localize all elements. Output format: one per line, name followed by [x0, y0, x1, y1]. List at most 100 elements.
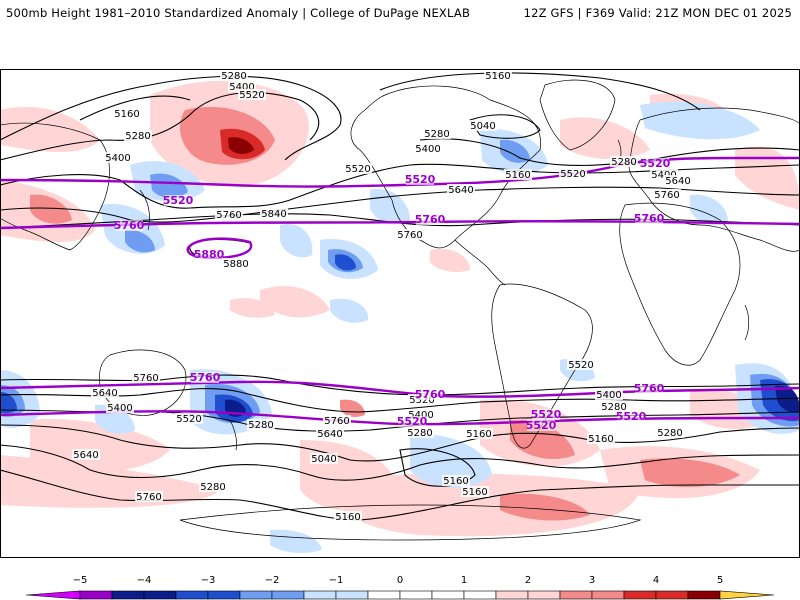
greenland-outline [539, 79, 616, 151]
contour-label-bg [617, 411, 645, 422]
contour-label-bg [407, 409, 435, 420]
legend-cell [207, 590, 241, 600]
contour-label-bg [635, 383, 663, 394]
north-america-outline [350, 85, 541, 249]
legend-cells [25, 590, 775, 600]
legend-cell [303, 590, 337, 600]
contour-label: 5520 [163, 194, 194, 207]
contour-label-bg [442, 475, 470, 486]
contour-label: 5840 [261, 209, 286, 220]
contour-label: 5520 [239, 90, 264, 101]
contour-label-bg [559, 168, 587, 179]
contour-label: 5760 [415, 388, 446, 401]
legend-tick-label: −4 [137, 575, 152, 586]
legend-cell [559, 590, 593, 600]
color-legend: −5 −4 −3 −2 −1 0 1 2 3 4 5 [25, 575, 775, 600]
contour-label: 5760 [114, 219, 145, 232]
contour-label: 5160 [466, 429, 491, 440]
contour-label: 5520 [345, 164, 370, 175]
contour-5040-nh [469, 114, 541, 139]
contour-label-bg [587, 433, 615, 444]
contour-label-bg [106, 402, 134, 413]
contour-label: 5160 [505, 170, 530, 181]
contour-label: 5520 [640, 157, 671, 170]
legend-tick-label: 3 [589, 575, 595, 586]
contour-label-bg [124, 130, 152, 141]
south-america-outline [491, 283, 593, 449]
contour-label: 5400 [408, 410, 433, 421]
legend-cell [463, 590, 497, 600]
contour-label-bg [600, 401, 628, 412]
contour-label-bg [641, 158, 669, 169]
contour-label-bg [220, 70, 248, 81]
map-title: 500mb Height 1981–2010 Standardized Anom… [6, 6, 471, 20]
contour-label: 5400 [415, 144, 440, 155]
contour-label: 5280 [601, 402, 626, 413]
contour-label-bg [199, 481, 227, 492]
contour-label-bg [406, 427, 434, 438]
contour-label-bg [664, 175, 692, 186]
contour-label-bg [195, 249, 223, 260]
legend-tick-label: −5 [73, 575, 88, 586]
model-run-info: 12Z GFS | F369 Valid: 21Z MON DEC 01 202… [523, 6, 792, 20]
legend-tick-label: −3 [201, 575, 216, 586]
contour-label-bg [396, 229, 424, 240]
contour-label-bg [653, 189, 681, 200]
legend-cell [175, 590, 209, 600]
legend-cell [367, 590, 401, 600]
contour-label: 5040 [470, 121, 495, 132]
contour-label: 5520 [531, 408, 562, 421]
contour-label: 5160 [588, 434, 613, 445]
contour-label: 5520 [405, 173, 436, 186]
contour-label-bg [527, 420, 555, 431]
contour-5280-nh-west [0, 75, 342, 161]
legend-cell [79, 590, 113, 600]
contour-label-bg [469, 120, 497, 131]
contour-label: 5640 [665, 176, 690, 187]
contour-label: 5760 [136, 492, 161, 503]
contour-label: 5280 [221, 71, 246, 82]
contour-label-bg [260, 208, 288, 219]
contour-label-bg [406, 174, 434, 185]
contour-label-bg [238, 89, 266, 100]
legend-cell [431, 590, 465, 600]
legend-cell [623, 590, 657, 600]
contour-label-bg [113, 108, 141, 119]
contour-5040-sh [399, 448, 476, 487]
contour-label-bg [164, 195, 192, 206]
legend-cell [271, 590, 305, 600]
antarctica-outline [179, 504, 642, 541]
contour-label-bg [191, 372, 219, 383]
header: 500mb Height 1981–2010 Standardized Anom… [0, 0, 800, 24]
contour-label-bg [635, 213, 663, 224]
contour-label: 5760 [216, 210, 241, 221]
purple-5880-pacific [186, 237, 253, 260]
contour-label-bg [91, 387, 119, 398]
contour-label: 5400 [596, 390, 621, 401]
legend-ticks: −5 −4 −3 −2 −1 0 1 2 3 4 5 [73, 575, 724, 586]
contour-label: 5640 [317, 429, 342, 440]
contour-label: 5760 [415, 213, 446, 226]
legend-arrow-right [719, 590, 775, 600]
contour-label: 5160 [462, 487, 487, 498]
contour-label-bg [504, 169, 532, 180]
contour-label-bg [72, 449, 100, 460]
contour-label-bg [104, 152, 132, 163]
contour-label-bg [484, 70, 512, 81]
contour-label-bg [323, 415, 351, 426]
contour-label: 5280 [248, 420, 273, 431]
contour-label-bg [316, 428, 344, 439]
contour-label: 5520 [616, 410, 647, 423]
legend-cell [655, 590, 689, 600]
legend-tick-label: 5 [717, 575, 723, 586]
legend-cell [495, 590, 529, 600]
contour-label: 5400 [107, 403, 132, 414]
contour-label-bg [215, 209, 243, 220]
contour-5280-sh [0, 444, 800, 481]
contour-label: 5280 [657, 428, 682, 439]
contour-label-bg [656, 427, 684, 438]
contour-label: 5280 [424, 129, 449, 140]
